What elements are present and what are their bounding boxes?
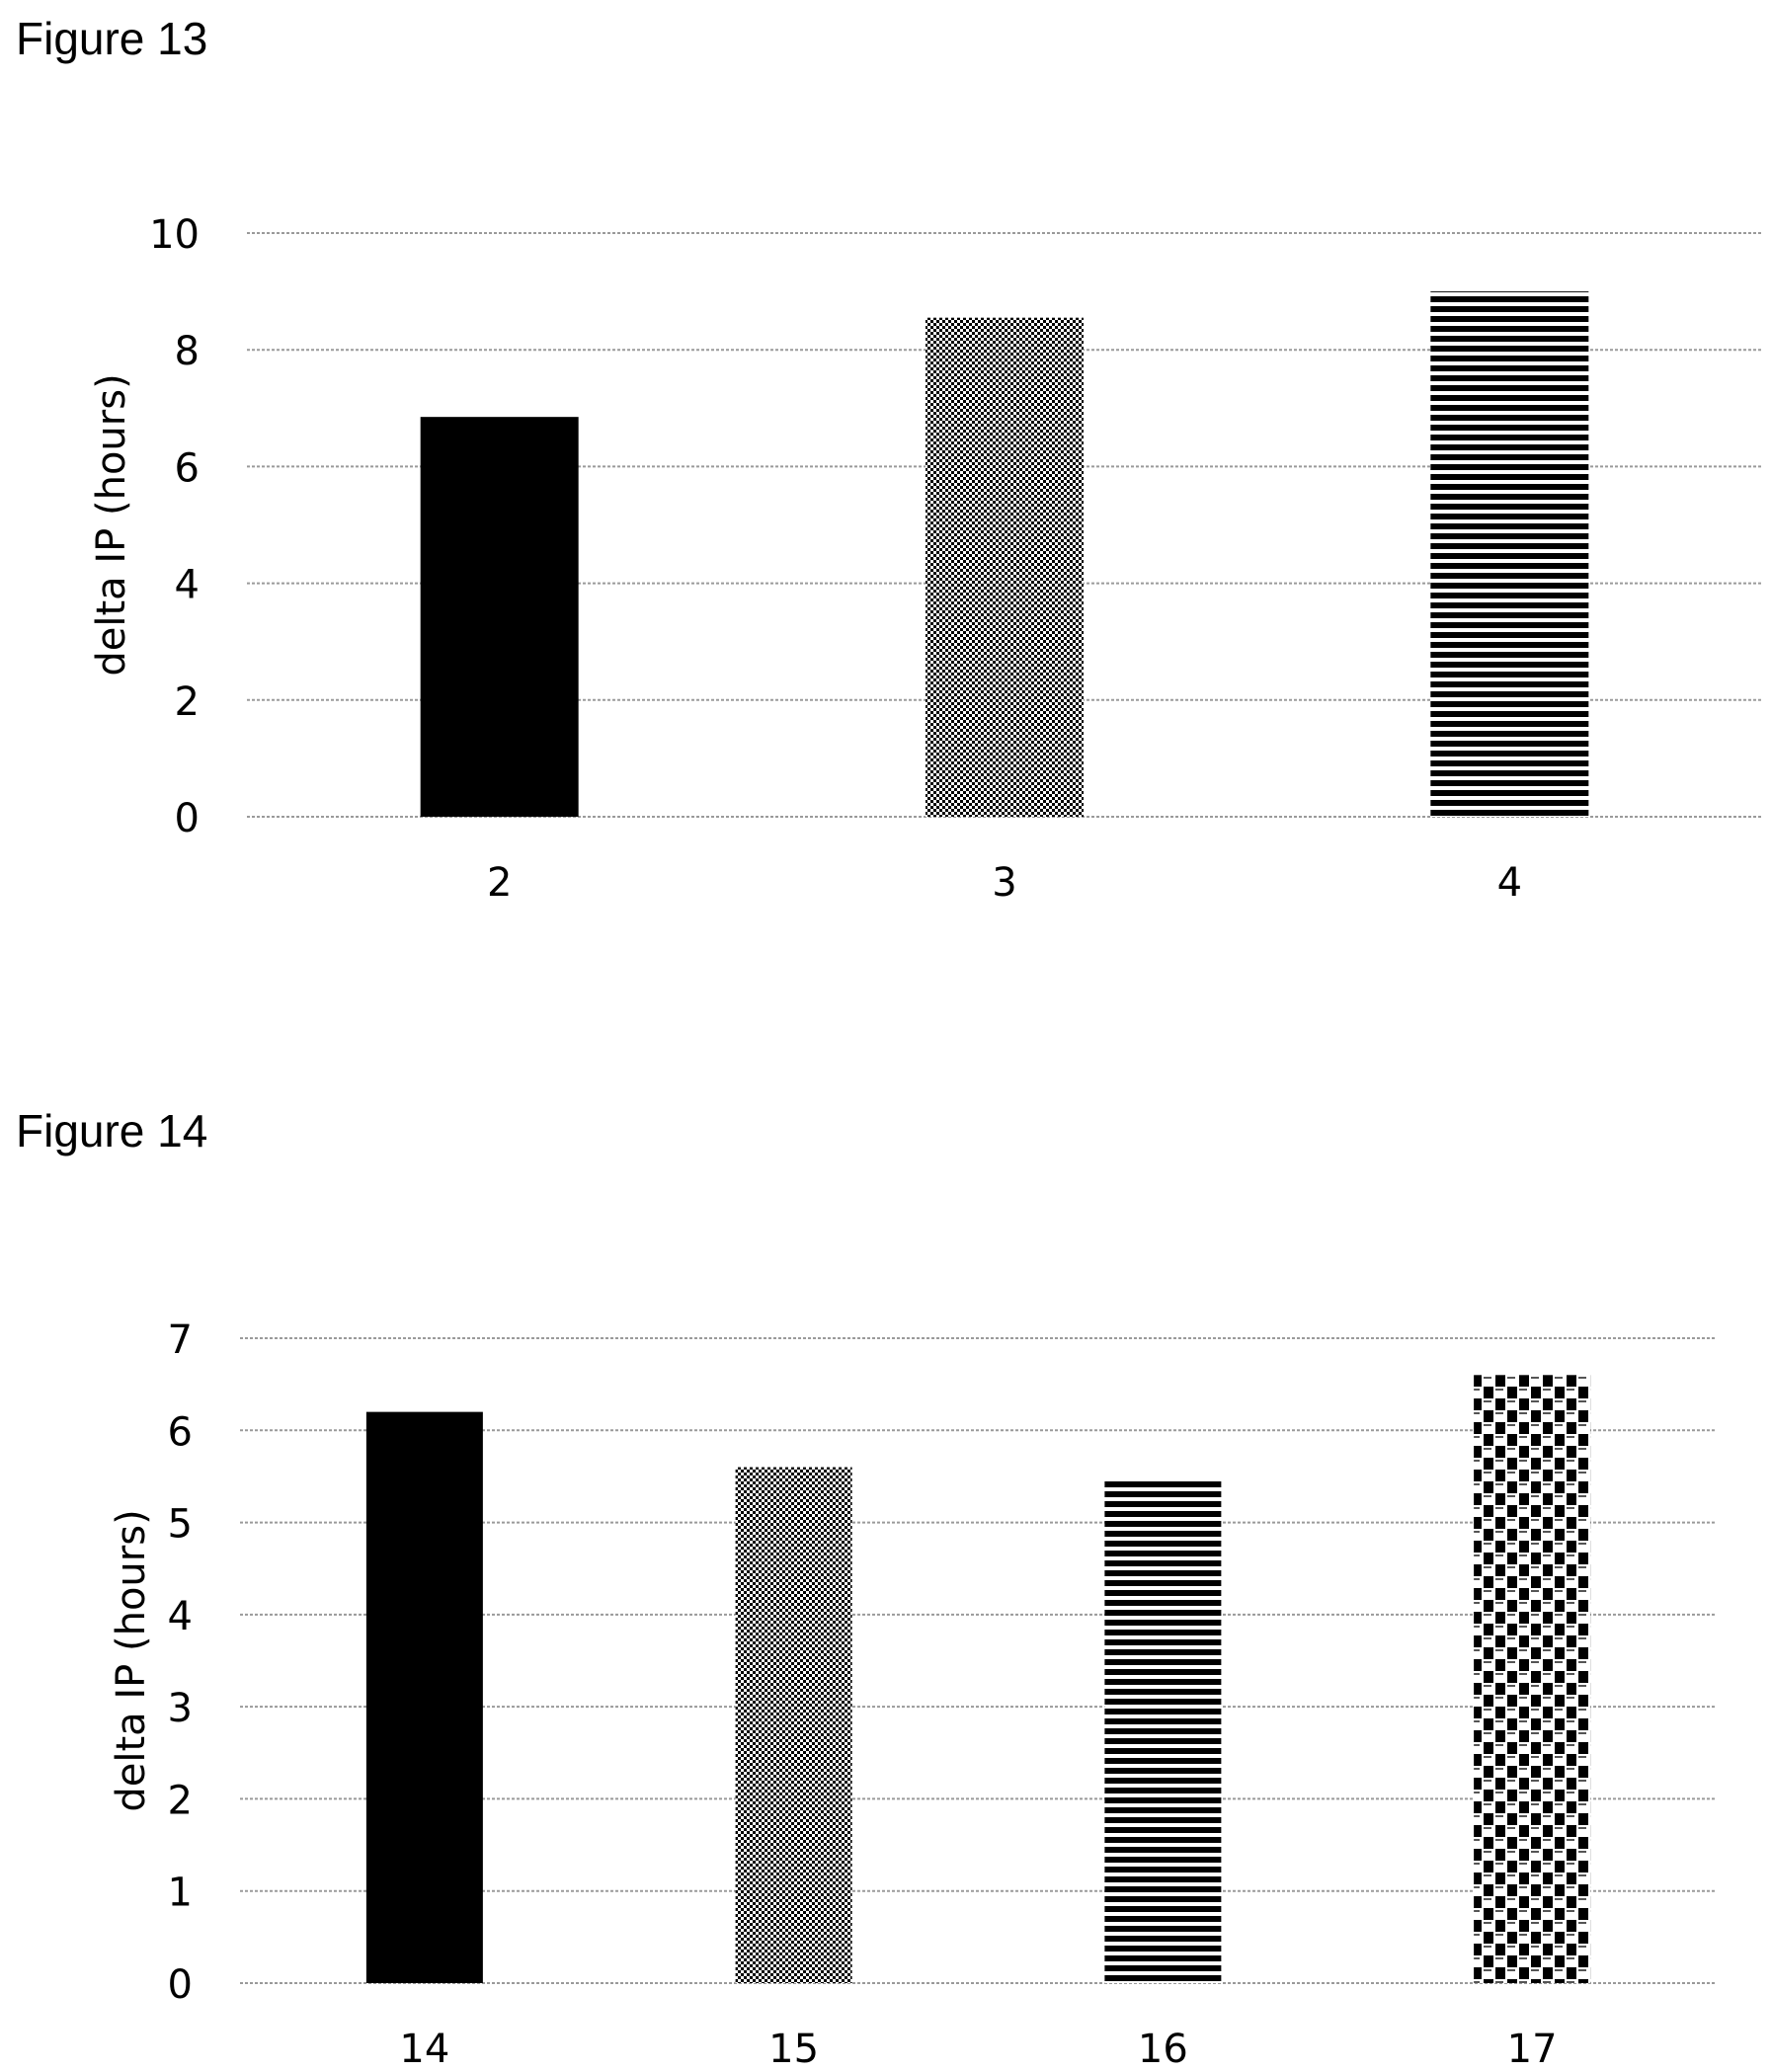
fig13-ytick-label: 0 xyxy=(175,796,200,841)
fig14-xtick-label: 15 xyxy=(768,2027,819,2072)
fig14-xtick-label: 14 xyxy=(399,2027,449,2072)
figure-14-label: Figure 14 xyxy=(16,1105,208,1156)
figure-13-chart: 0 2 4 6 8 10 2 3 4 delta IP (hours) xyxy=(89,212,1762,906)
fig14-ytick-label: 2 xyxy=(168,1778,193,1823)
fig14-bar-14 xyxy=(365,1411,483,1983)
fig14-ytick-label: 7 xyxy=(168,1317,193,1363)
fig14-bar-15 xyxy=(735,1467,852,1983)
fig14-ytick-label: 1 xyxy=(168,1871,193,1916)
fig14-ytick-label: 6 xyxy=(168,1409,193,1455)
fig13-bar-4 xyxy=(1430,291,1589,818)
fig14-ytick-label: 3 xyxy=(168,1686,193,1731)
fig13-bar-2 xyxy=(420,417,579,817)
fig13-ytick-label: 4 xyxy=(175,563,200,608)
fig13-ytick-label: 8 xyxy=(175,329,200,374)
fig13-ytick-label: 6 xyxy=(175,445,200,491)
fig14-ytick-label: 0 xyxy=(168,1962,193,2008)
fig14-ytick-label: 4 xyxy=(168,1594,193,1639)
fig13-xtick-label: 3 xyxy=(992,860,1016,906)
fig13-ylabel: delta IP (hours) xyxy=(89,373,134,676)
fig14-bar-16 xyxy=(1104,1480,1222,1983)
fig14-xtick-label: 16 xyxy=(1138,2027,1188,2072)
fig13-xtick-label: 2 xyxy=(487,860,512,906)
fig14-bar-17 xyxy=(1474,1375,1591,1983)
fig13-xtick-label: 4 xyxy=(1497,860,1522,906)
fig14-ytick-label: 5 xyxy=(168,1502,193,1548)
fig13-ytick-label: 10 xyxy=(149,212,200,258)
fig13-bar-3 xyxy=(926,317,1084,817)
fig14-xtick-label: 17 xyxy=(1507,2027,1558,2072)
fig14-ylabel: delta IP (hours) xyxy=(109,1509,154,1811)
figure-13-label: Figure 13 xyxy=(16,13,208,64)
fig13-ytick-label: 2 xyxy=(175,679,200,725)
